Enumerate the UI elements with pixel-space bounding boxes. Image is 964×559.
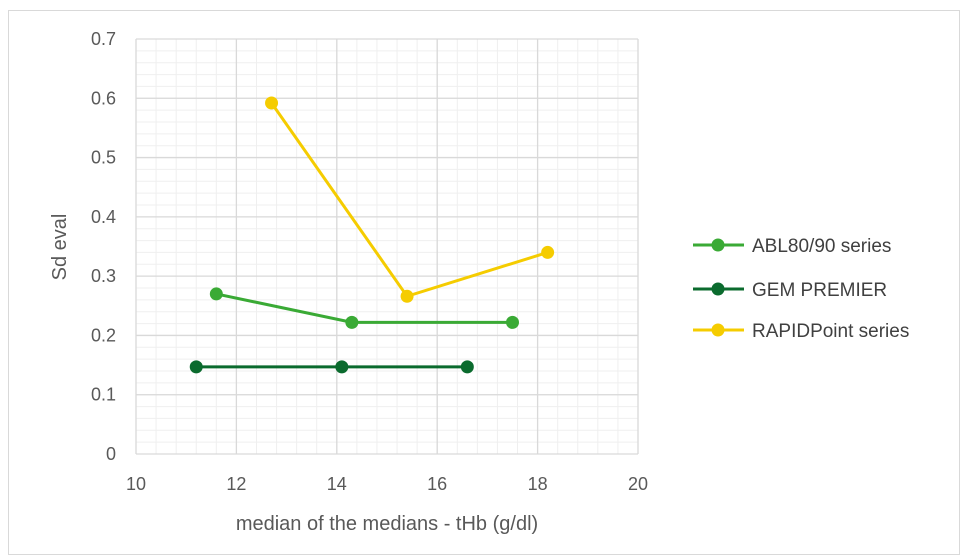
y-tick-label: 0.3 — [91, 266, 116, 286]
x-tick-label: 20 — [628, 474, 648, 494]
series-3 — [265, 96, 555, 303]
y-tick-label: 0 — [106, 444, 116, 464]
x-tick-label: 18 — [528, 474, 548, 494]
legend-marker — [711, 238, 725, 252]
y-tick-label: 0.5 — [91, 148, 116, 168]
y-axis-ticks: 0 0.1 0.2 0.3 0.4 0.5 0.6 0.7 — [91, 29, 116, 464]
data-point — [345, 315, 359, 329]
chart-frame — [8, 10, 960, 555]
y-tick-label: 0.4 — [91, 207, 116, 227]
data-point — [189, 360, 203, 374]
series-layer — [189, 96, 555, 374]
legend: ABL80/90 series GEM PREMIER RAPIDPoint ser… — [693, 236, 909, 342]
series-1 — [209, 287, 519, 329]
data-point — [506, 315, 519, 329]
series-line — [270, 102, 549, 299]
data-point — [209, 287, 223, 301]
legend-entry: GEM PREMIER — [693, 280, 887, 301]
legend-entry: RAPIDPoint series — [693, 321, 909, 342]
minor-grid — [135, 38, 639, 455]
data-point — [400, 289, 414, 303]
series-line — [216, 292, 513, 324]
legend-label: ABL80/90 series — [752, 236, 891, 257]
legend-marker — [711, 282, 725, 296]
data-point — [265, 96, 279, 110]
legend-label: RAPIDPoint series — [752, 321, 909, 342]
major-grid — [135, 38, 639, 455]
legend-label: GEM PREMIER — [752, 280, 887, 301]
x-tick-label: 14 — [327, 474, 347, 494]
series-2 — [189, 360, 474, 374]
y-tick-label: 0.2 — [91, 325, 116, 345]
legend-entry: ABL80/90 series — [693, 236, 891, 257]
y-tick-label: 0.1 — [91, 385, 116, 405]
y-tick-label: 0.7 — [91, 29, 116, 49]
y-tick-label: 0.6 — [91, 88, 116, 108]
x-tick-label: 16 — [427, 474, 447, 494]
x-axis-title: median of the medians - tHb (g/dl) — [236, 513, 538, 535]
y-axis-title: Sd eval — [49, 214, 71, 281]
data-point — [460, 360, 474, 374]
legend-marker — [711, 323, 725, 337]
data-point — [541, 245, 555, 259]
x-axis-ticks: 10 12 14 16 18 20 — [126, 474, 648, 494]
data-point — [335, 360, 349, 374]
x-tick-label: 12 — [226, 474, 246, 494]
x-tick-label: 10 — [126, 474, 146, 494]
